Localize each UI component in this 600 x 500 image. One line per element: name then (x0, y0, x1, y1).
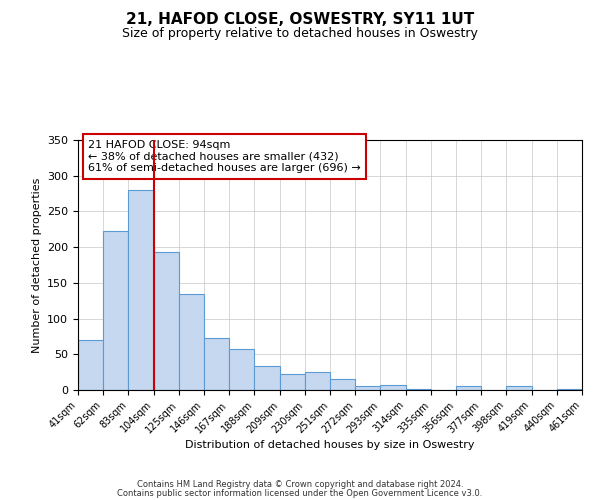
Bar (179, 294, 204, 390)
Bar (280, 374, 305, 390)
Bar (229, 348, 254, 390)
Bar (380, 385, 406, 390)
Bar (456, 386, 481, 390)
Bar (254, 366, 280, 390)
Bar (557, 388, 582, 390)
Text: 21, HAFOD CLOSE, OSWESTRY, SY11 1UT: 21, HAFOD CLOSE, OSWESTRY, SY11 1UT (126, 12, 474, 28)
Text: Size of property relative to detached houses in Oswestry: Size of property relative to detached ho… (122, 28, 478, 40)
Bar (154, 252, 179, 390)
Y-axis label: Number of detached properties: Number of detached properties (32, 178, 41, 352)
Bar (78, 340, 103, 390)
Text: Contains public sector information licensed under the Open Government Licence v3: Contains public sector information licen… (118, 488, 482, 498)
Text: Contains HM Land Registry data © Crown copyright and database right 2024.: Contains HM Land Registry data © Crown c… (137, 480, 463, 489)
Bar (305, 372, 330, 390)
Bar (355, 386, 380, 390)
Text: 21 HAFOD CLOSE: 94sqm
← 38% of detached houses are smaller (432)
61% of semi-det: 21 HAFOD CLOSE: 94sqm ← 38% of detached … (88, 140, 361, 173)
X-axis label: Distribution of detached houses by size in Oswestry: Distribution of detached houses by size … (185, 440, 475, 450)
Bar (103, 230, 128, 390)
Bar (506, 386, 532, 390)
Bar (128, 190, 154, 390)
Bar (330, 380, 355, 390)
Bar (204, 338, 229, 390)
